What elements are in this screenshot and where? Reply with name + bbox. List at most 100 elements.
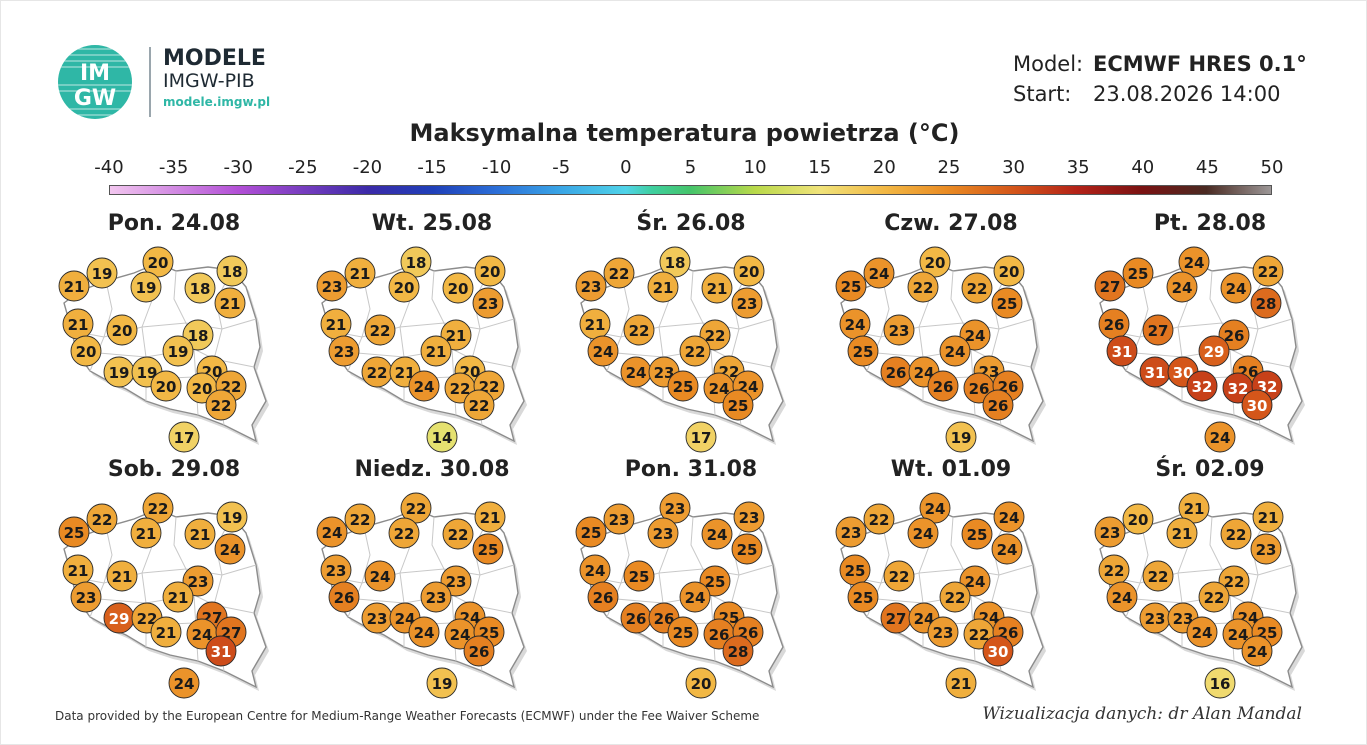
temperature-value: 22 <box>1224 573 1245 591</box>
region-border <box>848 564 1034 584</box>
temperature-marker <box>1178 492 1210 524</box>
temperature-marker <box>927 616 959 648</box>
temperature-marker <box>733 501 765 533</box>
imgw-logo: IM GW <box>56 43 134 121</box>
scale-tick: 0 <box>620 157 632 178</box>
temperature-marker <box>883 560 915 592</box>
temperature-value: 19 <box>432 675 453 693</box>
temperature-value: 24 <box>1210 429 1231 447</box>
temperature-marker <box>1250 533 1282 565</box>
temperature-value: 24 <box>914 364 935 382</box>
temperature-value: 22 <box>967 280 988 298</box>
temperature-value: 23 <box>326 562 347 580</box>
temperature-value: 20 <box>148 254 169 272</box>
temperature-marker <box>184 272 216 304</box>
forecast-panel: Śr. 02.09 20 21 21 23 21 22 23 22 22 22 24 22 24 23 23 2… <box>1082 457 1338 699</box>
forecast-panel: Sob. 29.08 22 22 19 25 21 21 24 21 21 23 23 21 27 29 22… <box>46 457 302 699</box>
temperature-value: 24 <box>965 327 986 345</box>
panel-date: Wt. 25.08 <box>371 211 493 236</box>
temperature-marker <box>214 533 246 565</box>
forecast-panel: Czw. 27.08 24 20 20 25 22 22 25 24 23 24 25 24 23 26 24… <box>823 211 1079 453</box>
temperature-value: 20 <box>1128 511 1149 529</box>
temperature-marker <box>919 492 951 524</box>
temperature-value: 24 <box>945 343 966 361</box>
temperature-marker <box>1252 255 1284 287</box>
temperature-value: 23 <box>1100 524 1121 542</box>
temperature-marker <box>993 255 1025 287</box>
temperature-marker <box>316 270 348 302</box>
region-border <box>329 318 515 338</box>
scale-tick: 15 <box>808 157 832 178</box>
temperature-value: 25 <box>728 397 749 415</box>
model-label: Model: <box>1013 52 1084 76</box>
temperature-value: 21 <box>951 675 972 693</box>
temperature-value: 22 <box>969 626 990 644</box>
temperature-marker <box>106 560 138 592</box>
temperature-value: 23 <box>609 511 630 529</box>
forecast-panel: Wt. 25.08 21 18 20 23 20 20 23 21 22 21 23 21 20 22 21 2… <box>304 211 560 453</box>
temperature-marker <box>847 335 879 367</box>
temperature-marker <box>1186 370 1218 402</box>
temperature-marker <box>835 270 867 302</box>
temperature-marker <box>1166 517 1198 549</box>
temperature-value: 25 <box>629 568 650 586</box>
temperature-value: 30 <box>1173 364 1194 382</box>
temperature-value: 20 <box>192 380 213 398</box>
temperature-marker <box>388 517 420 549</box>
temperature-marker <box>623 314 655 346</box>
temperature-value: 22 <box>705 327 726 345</box>
temperature-marker <box>344 503 376 535</box>
temperature-value: 21 <box>68 562 89 580</box>
temperature-marker <box>130 517 162 549</box>
region-border <box>588 564 774 584</box>
scale-tick: 20 <box>872 157 896 178</box>
temperature-marker <box>86 503 118 535</box>
temperature-value: 22 <box>945 589 966 607</box>
temperature-marker <box>205 389 237 421</box>
scale-tick: -35 <box>158 157 189 178</box>
temperature-value: 22 <box>137 610 158 628</box>
temperature-value: 30 <box>988 643 1009 661</box>
temperature-value: 24 <box>370 568 391 586</box>
brand-subtitle: IMGW-PIB <box>163 70 255 92</box>
forecast-panel: Śr. 26.08 22 18 20 23 21 21 23 21 22 22 24 22 22 24 23 2… <box>563 211 819 453</box>
temperature-value: 25 <box>841 278 862 296</box>
temperature-value: 19 <box>222 509 243 527</box>
temperature-value: 24 <box>395 610 416 628</box>
temperature-marker <box>907 517 939 549</box>
temperature-value: 22 <box>450 380 471 398</box>
temperature-value: 26 <box>933 378 954 396</box>
temperature-marker <box>328 335 360 367</box>
temperature-marker <box>991 533 1023 565</box>
temperature-value: 26 <box>709 626 730 644</box>
temperature-value: 24 <box>914 610 935 628</box>
temperature-value: 32 <box>1228 380 1249 398</box>
temperature-value: 27 <box>886 610 907 628</box>
temperature-marker <box>463 635 495 667</box>
forecast-panel: Pon. 31.08 23 23 23 25 23 24 25 24 25 25 26 24 25 26 26… <box>563 457 819 699</box>
temperature-value: 22 <box>869 511 890 529</box>
temperature-value: 30 <box>1247 397 1268 415</box>
temperature-marker <box>733 255 765 287</box>
temperature-value: 25 <box>673 378 694 396</box>
temperature-marker <box>70 335 102 367</box>
temperature-value: 25 <box>845 562 866 580</box>
temperature-marker <box>426 667 458 699</box>
temperature-value: 23 <box>446 573 467 591</box>
temperature-value: 14 <box>432 429 453 447</box>
temperature-value: 23 <box>654 364 675 382</box>
temperature-value: 22 <box>889 568 910 586</box>
temperature-value: 24 <box>192 626 213 644</box>
temperature-marker <box>587 335 619 367</box>
temperature-value: 18 <box>188 327 209 345</box>
temperature-marker <box>442 518 474 550</box>
brand-url: modele.imgw.pl <box>163 95 271 109</box>
temperature-value: 21 <box>220 295 241 313</box>
temperature-value: 22 <box>1258 263 1279 281</box>
temperature-marker <box>106 314 138 346</box>
temperature-marker <box>679 581 711 613</box>
